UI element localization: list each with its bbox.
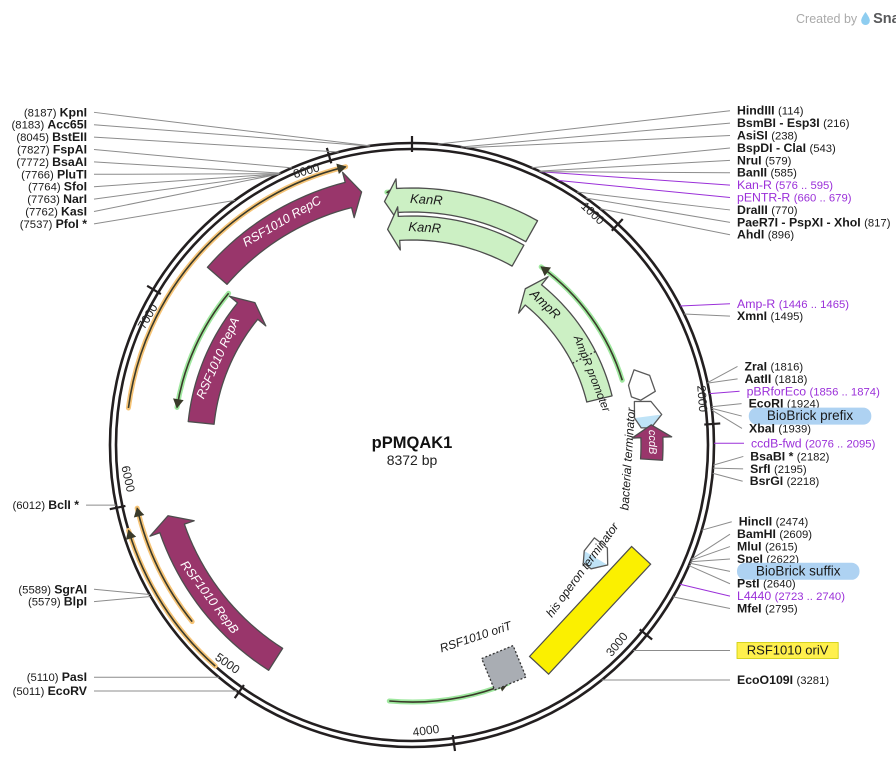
svg-text:BioBrick prefix: BioBrick prefix <box>767 408 854 423</box>
svg-text:(8045) BstEII: (8045) BstEII <box>16 130 87 144</box>
svg-text:(6012) BclI *: (6012) BclI * <box>12 498 79 512</box>
svg-text:(7772) BsaAI: (7772) BsaAI <box>16 155 87 169</box>
svg-text:RSF1010 RepB: RSF1010 RepB <box>178 558 242 636</box>
svg-text:(8187) KpnI: (8187) KpnI <box>24 105 87 119</box>
svg-text:3000: 3000 <box>603 629 631 659</box>
svg-text:KanR: KanR <box>408 219 441 236</box>
svg-text:XbaI (1939): XbaI (1939) <box>749 422 811 436</box>
svg-text:RSF1010 oriV: RSF1010 oriV <box>747 643 829 658</box>
svg-text:5000: 5000 <box>212 650 242 677</box>
svg-text:BioBrick suffix: BioBrick suffix <box>756 563 841 578</box>
svg-text:(8183) Acc65I: (8183) Acc65I <box>12 118 87 132</box>
svg-text:(7763) NarI: (7763) NarI <box>27 192 87 206</box>
svg-text:XmnI (1495): XmnI (1495) <box>737 309 803 323</box>
svg-text:(7827) FspAI: (7827) FspAI <box>17 143 87 157</box>
svg-text:EcoO109I (3281): EcoO109I (3281) <box>737 673 829 687</box>
svg-text:AhdI (896): AhdI (896) <box>737 228 794 242</box>
svg-text:BsrGI (2218): BsrGI (2218) <box>750 474 820 488</box>
svg-text:(5579) BlpI: (5579) BlpI <box>28 595 87 609</box>
svg-text:ccdB: ccdB <box>646 430 658 455</box>
svg-text:MfeI (2795): MfeI (2795) <box>737 602 798 616</box>
svg-text:(5589) SgrAI: (5589) SgrAI <box>18 582 87 596</box>
svg-text:ccdB-fwd (2076 .. 2095): ccdB-fwd (2076 .. 2095) <box>751 436 876 450</box>
svg-text:2000: 2000 <box>694 385 710 413</box>
svg-text:4000: 4000 <box>412 722 441 740</box>
svg-text:BanII (585): BanII (585) <box>737 166 797 180</box>
svg-text:6000: 6000 <box>118 464 137 493</box>
svg-text:(7766) PluTI: (7766) PluTI <box>21 167 87 181</box>
svg-text:bacterial terminator: bacterial terminator <box>617 406 638 510</box>
svg-text:(7537) PfoI *: (7537) PfoI * <box>20 217 87 231</box>
svg-text:KanR: KanR <box>410 191 443 208</box>
svg-text:(5011) EcoRV: (5011) EcoRV <box>13 684 88 698</box>
svg-text:(7764) SfoI: (7764) SfoI <box>28 180 87 194</box>
svg-text:1000: 1000 <box>578 199 607 228</box>
svg-text:(7762) KasI: (7762) KasI <box>25 205 87 219</box>
svg-text:(5110) PasI: (5110) PasI <box>27 670 87 684</box>
